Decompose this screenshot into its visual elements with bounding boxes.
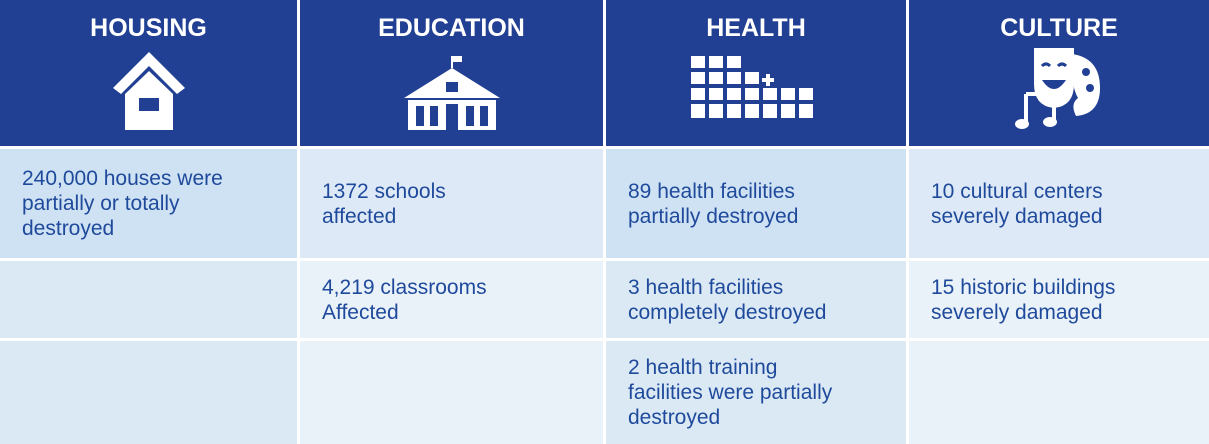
cell-text: partially or totally: [22, 192, 180, 215]
table-cell: [0, 341, 297, 444]
cell-text: affected: [322, 204, 397, 228]
table-cell: 89 health facilities partially destroyed: [606, 149, 906, 258]
cell-text: 240,000 houses were: [22, 167, 223, 190]
cell-text: completely destroyed: [628, 300, 827, 324]
header-cell: HOUSING: [0, 0, 297, 146]
header-title: CULTURE: [1000, 14, 1118, 42]
cell-text: severely damaged: [931, 300, 1103, 324]
table-cell: 240,000 houses were partially or totally d…: [0, 149, 297, 258]
table-cell: 4,219 classrooms Affected: [300, 261, 603, 338]
header-cell: HEALTH: [606, 0, 906, 146]
header-title: EDUCATION: [378, 14, 525, 42]
cell-text: 15 historic buildings: [931, 275, 1116, 299]
house-icon: [112, 52, 185, 130]
header-cell: CULTURE: [909, 0, 1209, 146]
cell-text: Affected: [322, 300, 399, 324]
table-cell: [300, 341, 603, 444]
cell-text: 10 cultural centers: [931, 179, 1103, 203]
cell-text: 4,219 classrooms: [322, 275, 487, 299]
cell-text: facilities were partially: [628, 381, 833, 404]
school-icon: [403, 56, 500, 130]
cell-text: 1372 schools: [322, 179, 446, 203]
table-cell: 1372 schools affected: [300, 149, 603, 258]
theater-icon: [1015, 48, 1100, 129]
cell-text: 2 health training: [628, 356, 778, 379]
header-cell: EDUCATION: [300, 0, 603, 146]
cell-text: 3 health facilities: [628, 275, 784, 299]
cell-text: 89 health facilities: [628, 179, 795, 203]
table-cell: [0, 261, 297, 338]
hospital-icon: [691, 56, 813, 118]
table-cell: 10 cultural centers severely damaged: [909, 149, 1209, 258]
cell-text: severely damaged: [931, 204, 1103, 228]
table-cell: [909, 341, 1209, 444]
table-cell: 3 health facilities completely destroyed: [606, 261, 906, 338]
table-cell: 2 health training facilities were partial…: [606, 341, 906, 444]
table-cell: 15 historic buildings severely damaged: [909, 261, 1209, 338]
cell-text: destroyed: [628, 406, 721, 429]
header-title: HEALTH: [706, 14, 806, 42]
cell-text: destroyed: [22, 217, 115, 240]
cell-text: partially destroyed: [628, 204, 799, 228]
header-title: HOUSING: [90, 14, 207, 42]
